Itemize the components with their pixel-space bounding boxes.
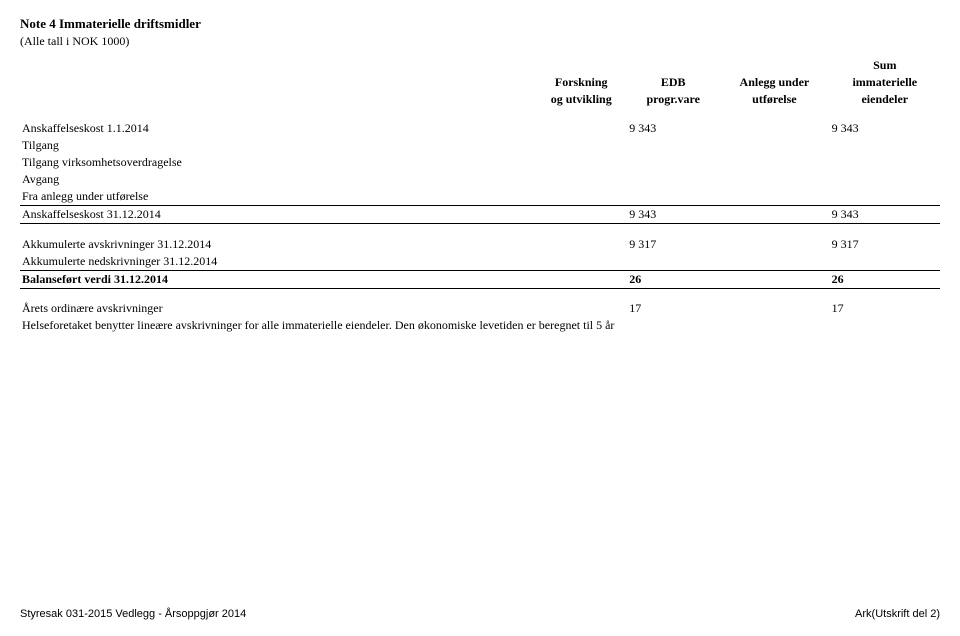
row-value-col4: 9 343 [830,120,940,137]
table-row: Akkumulerte avskrivninger 31.12.2014 9 3… [20,236,940,253]
col3-header-line2: utførelse [719,91,829,108]
row-value-col2: 9 317 [627,236,719,253]
row-label: Fra anlegg under utførelse [20,188,535,206]
intangibles-table: Sum Forskning EDB Anlegg under immaterie… [20,57,940,334]
col1-header-line1: Forskning [535,74,627,91]
col4-header-line1: immaterielle [830,74,940,91]
table-row: Anskaffelseskost 31.12.2014 9 343 9 343 [20,206,940,224]
row-value-col2: 9 343 [627,120,719,137]
table-row: Tilgang virksomhetsoverdragelse [20,154,940,171]
table-row: Akkumulerte nedskrivninger 31.12.2014 [20,253,940,271]
page-title: Note 4 Immaterielle driftsmidler [20,16,940,32]
row-value-col4: 17 [830,300,940,317]
row-value-col2: 26 [627,270,719,288]
row-label: Akkumulerte avskrivninger 31.12.2014 [20,236,535,253]
table-row: Anskaffelseskost 1.1.2014 9 343 9 343 [20,120,940,137]
row-label: Balanseført verdi 31.12.2014 [20,270,535,288]
row-label: Årets ordinære avskrivninger [20,300,535,317]
row-label: Anskaffelseskost 31.12.2014 [20,206,535,224]
col3-header-line1: Anlegg under [719,74,829,91]
note-text: Helseforetaket benytter lineære avskrivn… [20,317,940,334]
table-row: Tilgang [20,137,940,154]
table-row: Helseforetaket benytter lineære avskrivn… [20,317,940,334]
footer-right: Ark(Utskrift del 2) [855,608,940,620]
row-label: Anskaffelseskost 1.1.2014 [20,120,535,137]
row-label: Tilgang [20,137,535,154]
row-value-col2: 9 343 [627,206,719,224]
table-row: Fra anlegg under utførelse [20,188,940,206]
page-subtitle: (Alle tall i NOK 1000) [20,34,940,49]
col2-header-line1: EDB [627,74,719,91]
page-footer: Styresak 031-2015 Vedlegg - Årsoppgjør 2… [20,608,940,620]
table-header-row-2: og utvikling progr.vare utførelse eiende… [20,91,940,108]
row-value-col4: 9 317 [830,236,940,253]
row-label: Akkumulerte nedskrivninger 31.12.2014 [20,253,535,271]
table-row: Årets ordinære avskrivninger 17 17 [20,300,940,317]
col2-header-line2: progr.vare [627,91,719,108]
table-header-row-1: Forskning EDB Anlegg under immaterielle [20,74,940,91]
table-header-row-0: Sum [20,57,940,74]
table-row: Avgang [20,171,940,188]
row-value-col4: 26 [830,270,940,288]
table-row: Balanseført verdi 31.12.2014 26 26 [20,270,940,288]
col4-header-line2: eiendeler [830,91,940,108]
col1-header-line2: og utvikling [535,91,627,108]
row-value-col2: 17 [627,300,719,317]
col4-header-line0: Sum [830,57,940,74]
row-label: Tilgang virksomhetsoverdragelse [20,154,535,171]
row-label: Avgang [20,171,535,188]
row-value-col4: 9 343 [830,206,940,224]
footer-left: Styresak 031-2015 Vedlegg - Årsoppgjør 2… [20,608,246,620]
